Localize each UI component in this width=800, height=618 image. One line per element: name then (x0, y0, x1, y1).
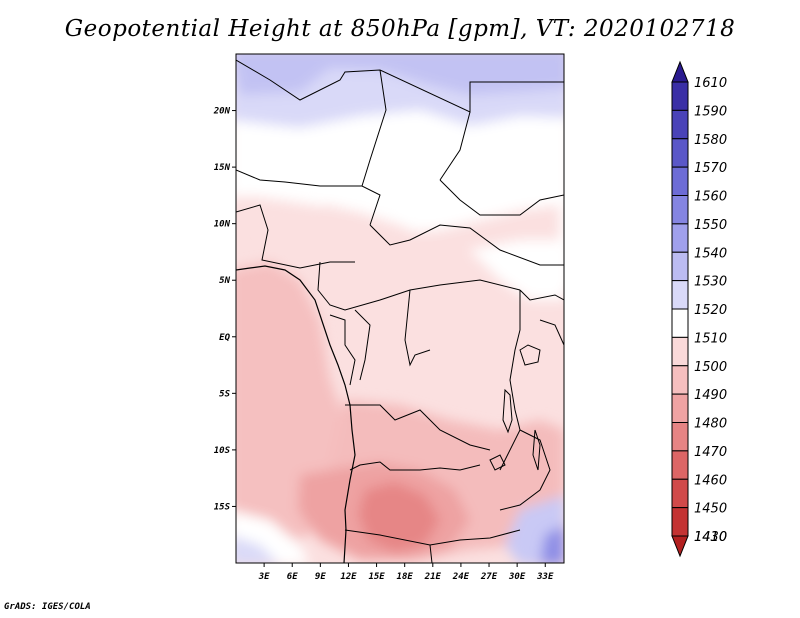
border-chad-sudan (439, 111, 471, 181)
colorbar-level-label: 1590 (694, 104, 727, 119)
field-1510-east (470, 240, 564, 300)
colorbar-level-label: 1530 (694, 275, 727, 290)
border-car-south (317, 261, 521, 311)
colorbar-level-label: 1520 (694, 303, 727, 318)
colorbar-level-label: 1430 (694, 530, 727, 545)
longitude-axis: 3E 6E 9E 12E 15E 18E 21E 24E 27E 30E 33E (258, 563, 554, 582)
colorbar-level-label: 1410 (694, 530, 727, 545)
border-angola-south (349, 461, 481, 471)
lon-tick-label: 3E (258, 572, 270, 582)
great-lakes (489, 344, 541, 471)
plot-title: Geopotential Height at 850hPa [gpm], VT:… (64, 16, 736, 42)
shaded-field (236, 54, 564, 563)
lake-tanganyika (502, 388, 513, 434)
border-drc-west (404, 289, 431, 367)
border-botswana-west (429, 544, 433, 563)
border-drc-east (499, 290, 521, 471)
border-niger-chad (361, 69, 387, 187)
lake-victoria (519, 344, 541, 366)
border-sudan (439, 179, 564, 216)
lon-tick-label: 18E (397, 572, 414, 582)
border-sahel-west (236, 169, 381, 226)
lat-tick-label: 10N (214, 220, 231, 230)
lat-tick-label: 10S (214, 446, 231, 456)
border-kenya (539, 319, 564, 346)
border-namibia-botswana (344, 529, 521, 546)
border-south-sudan (519, 289, 564, 301)
colorbar-level-label: 1540 (694, 246, 727, 261)
grads-credit: GrADS: IGES/COLA (4, 602, 91, 612)
colorbar-segment (671, 166, 689, 196)
colorbar-segment (671, 336, 689, 367)
colorbar-segment (671, 109, 689, 140)
field-1520-southwest (236, 537, 278, 563)
lat-tick-label: 5S (219, 389, 230, 399)
lon-tick-label: 6E (287, 572, 298, 582)
latitude-axis: 20N 15N 10N 5N EQ 5S 10S 15S (213, 107, 236, 512)
border-angola-north (345, 404, 491, 451)
colorbar-level-label: 1460 (694, 473, 727, 488)
colorbar-level-label: 1490 (694, 388, 727, 403)
colorbar-segment (671, 507, 689, 537)
colorbar-level-label: 1570 (694, 161, 727, 176)
field-1530-north (236, 54, 564, 95)
colorbar-segment (671, 422, 689, 452)
lat-tick-label: 20N (213, 107, 231, 117)
atlantic-coastline (236, 265, 356, 563)
field-1490-west (236, 262, 345, 540)
colorbar-segment (671, 308, 689, 338)
border-congo (354, 309, 371, 381)
colorbar-level-label: 1550 (694, 218, 727, 233)
colorbar-segment (671, 195, 689, 225)
colorbar-level-label: 1480 (694, 417, 727, 432)
colorbar-level-label: 1580 (694, 133, 727, 148)
lon-tick-label: 12E (340, 572, 357, 582)
map-panel (236, 54, 564, 563)
colorbar-segment (671, 81, 689, 111)
colorbar-segment (671, 450, 689, 480)
colorbar-level-label: 1470 (694, 445, 727, 460)
lat-tick-label: 15S (214, 502, 231, 512)
country-borders (236, 59, 564, 563)
colorbar: 1610 1590 1580 1570 1560 1550 1540 1530 1520 1510… (671, 60, 727, 558)
border-gabon-congo (329, 314, 356, 386)
border-car-north (369, 224, 564, 266)
colorbar-level-label: 1510 (694, 331, 727, 346)
colorbar-segment (671, 251, 689, 282)
border-tanzania-south (499, 429, 551, 511)
lake-malawi (532, 429, 541, 471)
colorbar-bottom-arrow (671, 535, 689, 558)
colorbar-level-label: 1450 (694, 502, 727, 517)
colorbar-level-label: 1610 (694, 76, 727, 91)
colorbar-level-label: 1500 (694, 360, 727, 375)
lon-tick-label: 9E (315, 572, 326, 582)
field-1540-southeast (540, 525, 564, 563)
border-sahara-north (236, 59, 564, 113)
lon-tick-label: 24E (452, 572, 470, 582)
colorbar-segment (671, 478, 689, 509)
lon-tick-label: 33E (536, 572, 554, 582)
lake-bangweulu (489, 454, 506, 471)
map-frame (235, 53, 565, 564)
lon-tick-label: 27E (480, 572, 498, 582)
colorbar-top-arrow (671, 60, 689, 83)
colorbar-level-label: 1560 (694, 190, 727, 205)
colorbar-segment (671, 280, 689, 310)
colorbar-segment (671, 138, 689, 168)
lat-tick-label: 5N (219, 276, 230, 286)
lon-tick-label: 15E (368, 572, 385, 582)
lat-tick-label: 15N (214, 163, 231, 173)
lon-tick-label: 21E (424, 572, 442, 582)
colorbar-segment (671, 223, 689, 253)
lat-tick-label: EQ (219, 333, 230, 343)
colorbar-segment (671, 393, 689, 423)
lon-tick-label: 30E (508, 572, 526, 582)
border-nigeria (236, 204, 355, 269)
colorbar-segment (671, 365, 689, 395)
